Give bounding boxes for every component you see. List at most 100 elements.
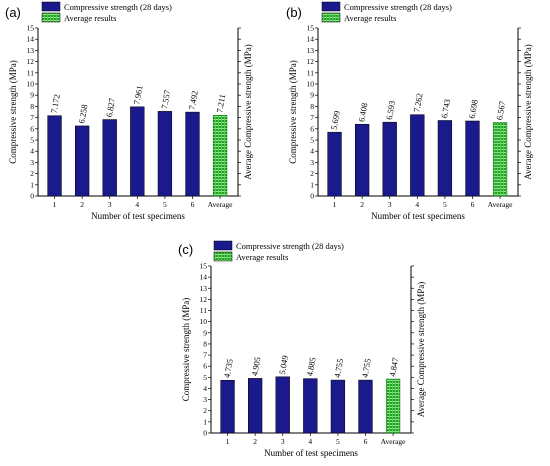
data-label: 6.698 bbox=[467, 99, 480, 120]
x-tick-label: 5 bbox=[336, 437, 340, 446]
chart-panel-b: (b) Compressive strength (28 days) Average… bbox=[286, 1, 533, 221]
data-label: 6.408 bbox=[356, 102, 369, 123]
y-axis-title-right: Average Compressive strength (MPa) bbox=[243, 44, 253, 180]
chart-panel-c: (c) Compressive strength (28 days)Average… bbox=[178, 240, 426, 458]
y-tick-label: 8 bbox=[203, 339, 207, 348]
y-tick-label: 2 bbox=[30, 169, 34, 178]
y-tick-label: 8 bbox=[310, 102, 314, 111]
y-tick-label: 4 bbox=[203, 384, 207, 393]
y-axis-title: Compressive strength (MPa) bbox=[288, 60, 298, 164]
bar bbox=[437, 120, 453, 197]
y-tick-label: 5 bbox=[30, 136, 34, 145]
bar bbox=[358, 379, 373, 434]
bar bbox=[247, 378, 263, 434]
data-label: 4.735 bbox=[222, 358, 235, 379]
x-tick-label: 2 bbox=[360, 200, 364, 209]
data-label: 4.755 bbox=[360, 358, 373, 379]
legend-label-average: Average results bbox=[64, 13, 116, 23]
y-tick-label: 15 bbox=[200, 262, 208, 271]
x-tick-label: 3 bbox=[281, 437, 285, 446]
bar bbox=[330, 379, 346, 434]
y-axis-title-right: Average Compressive strength (MPa) bbox=[523, 44, 533, 180]
y-tick-label: 7 bbox=[203, 351, 207, 360]
y-tick-label: 1 bbox=[30, 180, 34, 189]
y-tick-label: 11 bbox=[200, 306, 207, 315]
y-tick-label: 10 bbox=[200, 317, 208, 326]
x-tick-label: 5 bbox=[163, 200, 167, 209]
x-tick-label: 5 bbox=[443, 200, 447, 209]
y-tick-label: 11 bbox=[307, 68, 314, 77]
y-tick-label: 3 bbox=[30, 158, 34, 167]
y-tick-label: 0 bbox=[30, 192, 34, 201]
legend-swatch-strength bbox=[321, 1, 341, 12]
data-label: 4.905 bbox=[249, 356, 262, 377]
bar bbox=[303, 378, 318, 434]
y-tick-label: 8 bbox=[30, 102, 34, 111]
legend-swatch-average bbox=[213, 251, 233, 262]
y-tick-label: 1 bbox=[203, 417, 207, 426]
x-tick-label: 4 bbox=[308, 437, 312, 446]
bar bbox=[410, 114, 425, 197]
legend-swatch-average bbox=[41, 12, 61, 23]
bar bbox=[102, 119, 117, 197]
y-tick-label: 0 bbox=[310, 192, 314, 201]
x-tick-label: 1 bbox=[226, 437, 230, 446]
bar bbox=[74, 125, 90, 197]
y-tick-label: 10 bbox=[27, 80, 35, 89]
y-tick-label: 14 bbox=[307, 35, 315, 44]
legend-label-strength: Compressive strength (28 days) bbox=[344, 2, 452, 12]
x-tick-label: 6 bbox=[191, 200, 195, 209]
data-label: 7.961 bbox=[131, 85, 144, 106]
y-tick-label: 3 bbox=[203, 395, 207, 404]
legend-swatch-strength bbox=[213, 240, 233, 251]
data-label: 6.743 bbox=[439, 98, 452, 119]
legend-swatch-strength bbox=[41, 1, 61, 12]
y-tick-label: 5 bbox=[203, 373, 207, 382]
y-tick-label: 14 bbox=[27, 35, 35, 44]
y-tick-label: 6 bbox=[310, 124, 314, 133]
y-tick-label: 9 bbox=[203, 328, 207, 337]
data-label: 6.258 bbox=[76, 104, 89, 125]
data-label: 4.885 bbox=[304, 356, 317, 377]
bar bbox=[327, 131, 342, 197]
data-label: 7.492 bbox=[187, 90, 200, 111]
x-tick-label: 1 bbox=[53, 200, 57, 209]
bar bbox=[465, 120, 480, 197]
y-tick-label: 3 bbox=[310, 158, 314, 167]
y-tick-label: 6 bbox=[30, 124, 34, 133]
average-bar bbox=[492, 122, 508, 197]
y-tick-label: 7 bbox=[30, 113, 34, 122]
y-tick-label: 0 bbox=[203, 429, 207, 438]
x-axis-title: Number of test specimens bbox=[371, 211, 465, 221]
data-label: 7.211 bbox=[214, 93, 227, 113]
y-tick-label: 7 bbox=[310, 113, 314, 122]
average-bar bbox=[212, 114, 228, 197]
x-tick-label: 6 bbox=[364, 437, 368, 446]
bar bbox=[275, 376, 290, 434]
average-bar bbox=[385, 378, 401, 434]
y-tick-label: 10 bbox=[307, 80, 315, 89]
y-tick-label: 13 bbox=[307, 46, 315, 55]
x-axis-title: Number of test specimens bbox=[91, 211, 185, 221]
x-tick-label: Average bbox=[488, 200, 514, 209]
y-tick-label: 12 bbox=[307, 57, 315, 66]
x-axis-title: Number of test specimens bbox=[264, 448, 358, 458]
bar bbox=[130, 106, 145, 197]
data-label: 5.049 bbox=[277, 355, 290, 376]
x-tick-label: Average bbox=[208, 200, 234, 209]
legend-label-strength: Compressive strength (28 days) bbox=[236, 241, 344, 251]
bar bbox=[47, 115, 62, 197]
panel-label: (b) bbox=[286, 5, 302, 20]
bar bbox=[185, 111, 200, 197]
y-tick-label: 13 bbox=[200, 284, 208, 293]
y-tick-label: 4 bbox=[310, 147, 314, 156]
data-label: 6.827 bbox=[104, 97, 117, 118]
y-tick-label: 9 bbox=[310, 91, 314, 100]
data-label: 6.567 bbox=[494, 100, 507, 121]
x-tick-label: 4 bbox=[135, 200, 139, 209]
bar bbox=[354, 123, 370, 197]
x-tick-label: Average bbox=[381, 437, 407, 446]
legend-label-average: Average results bbox=[236, 252, 288, 262]
y-axis-title: Compressive strength (MPa) bbox=[181, 298, 191, 402]
